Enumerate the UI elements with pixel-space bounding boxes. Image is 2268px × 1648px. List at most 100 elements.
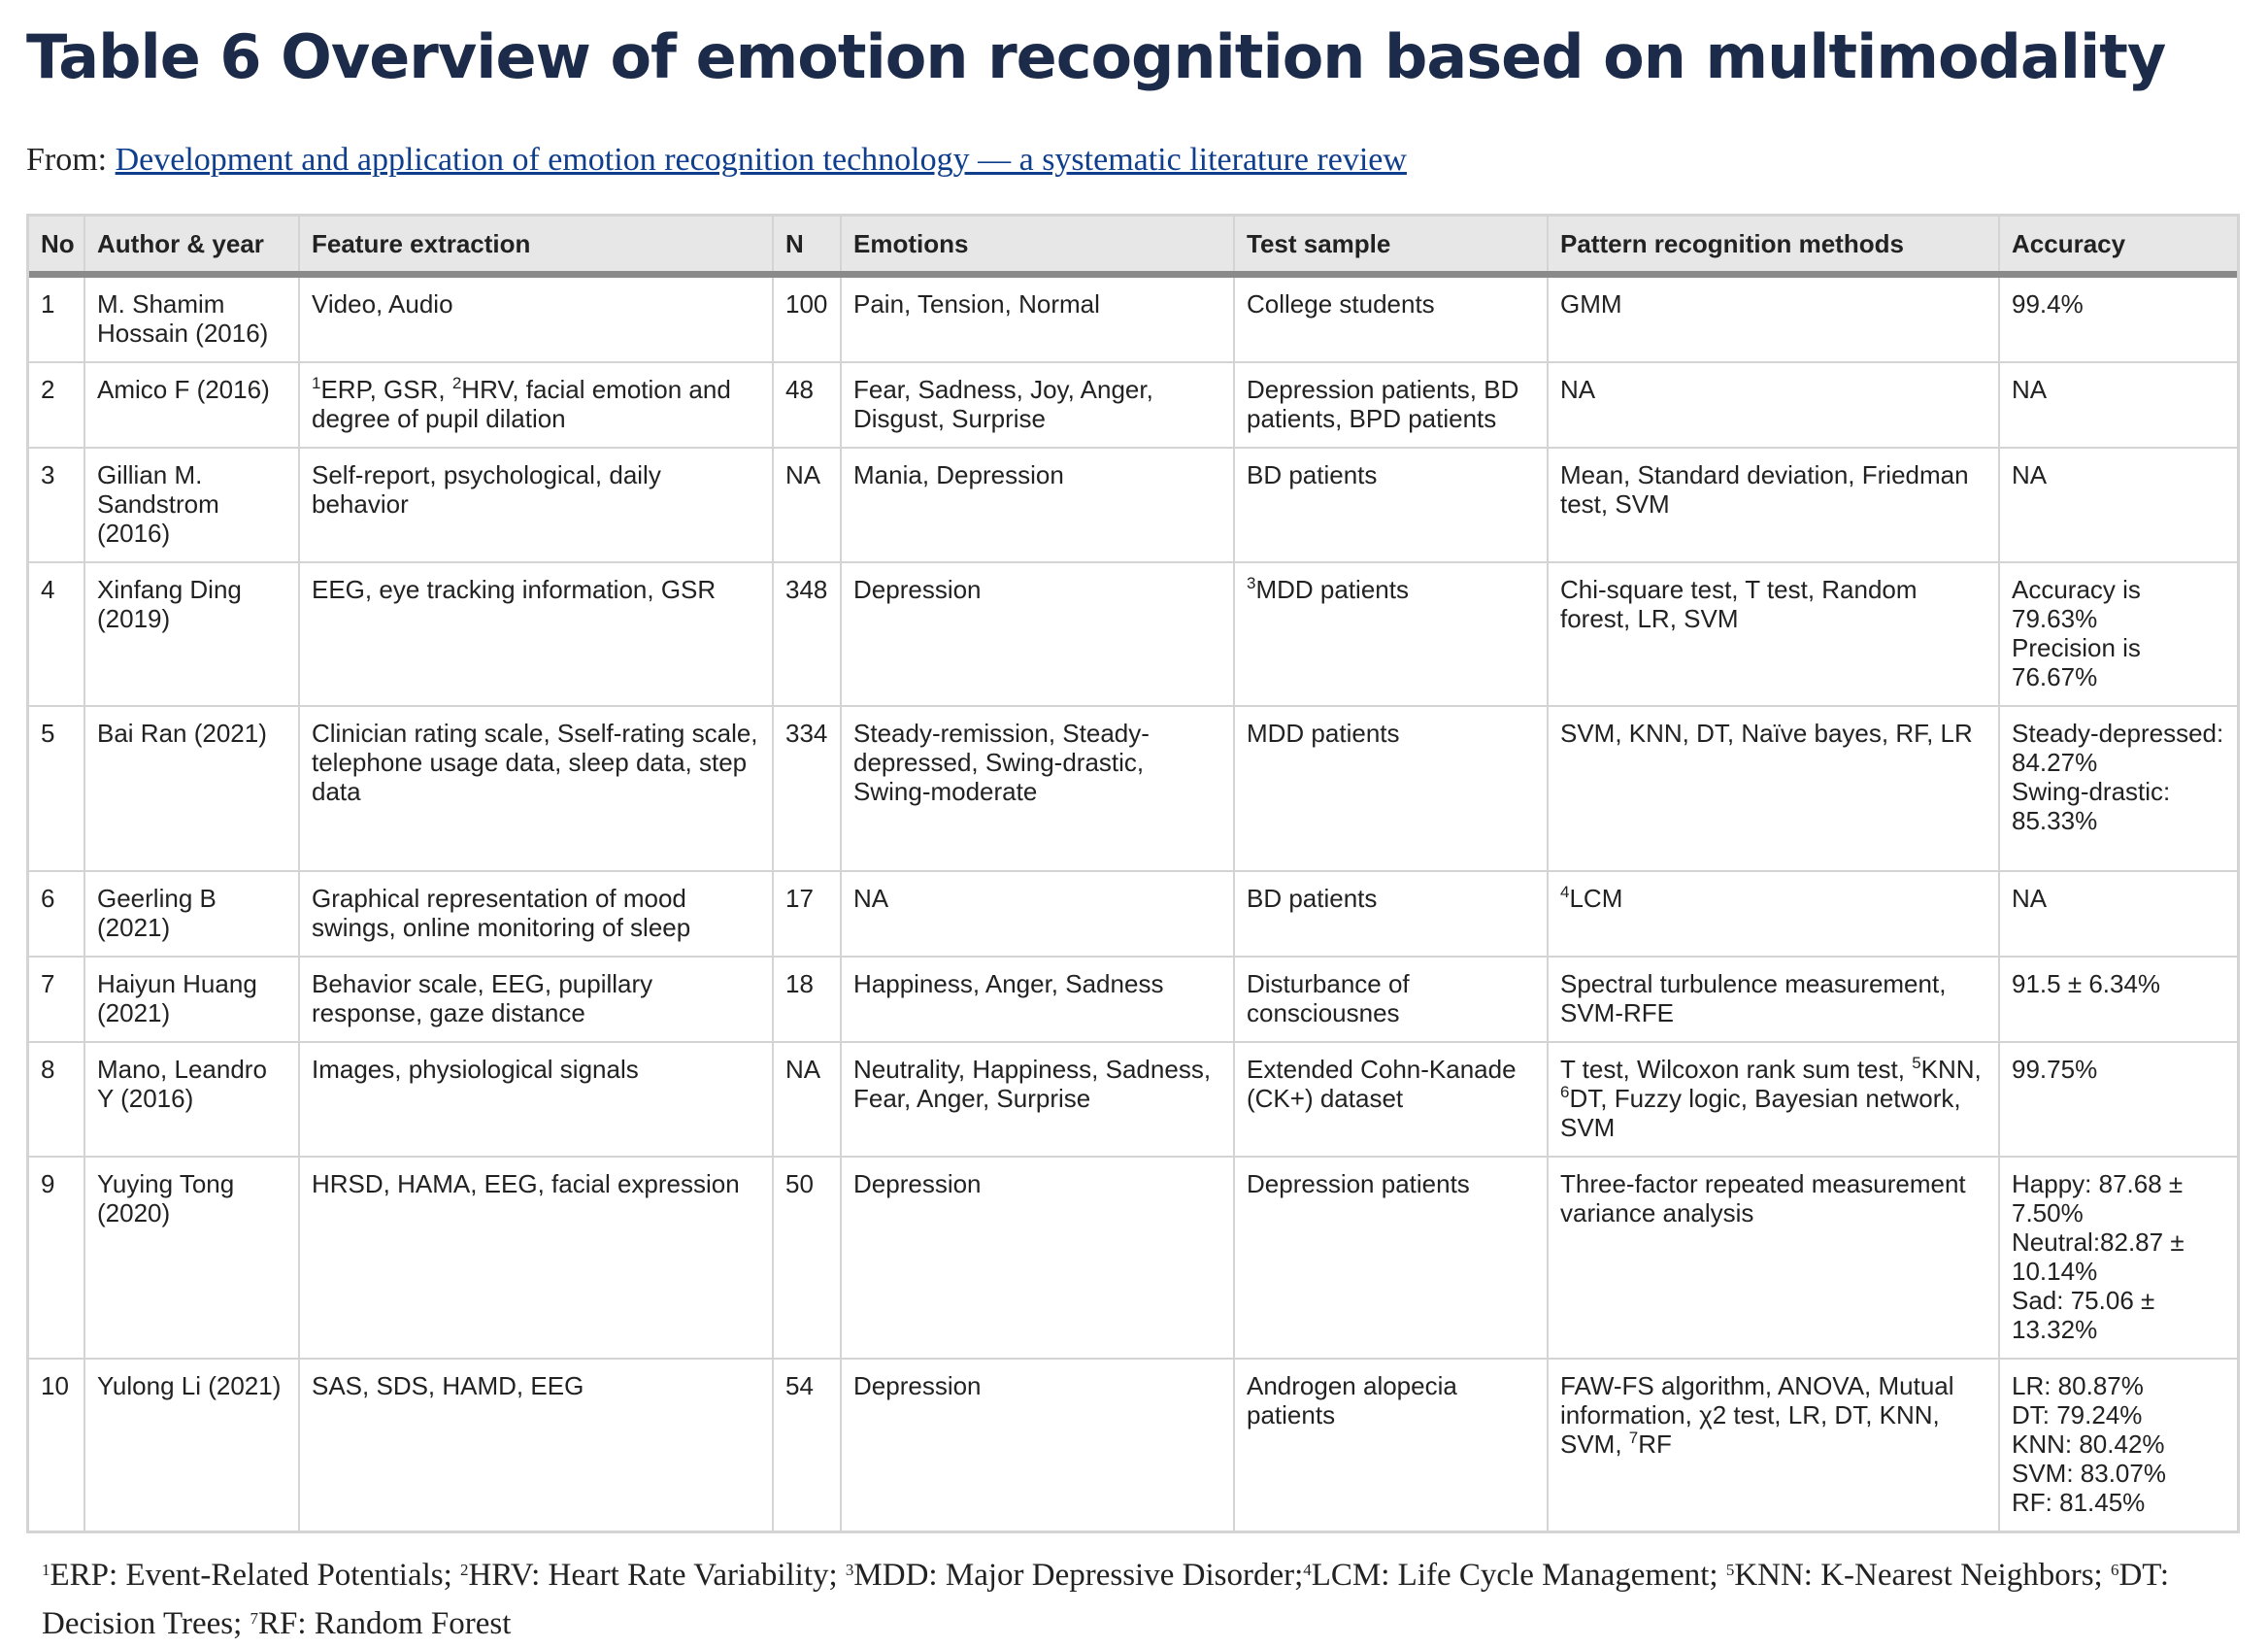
cell-n: 50 [773,1157,842,1360]
cell-test-sample: BD patients [1234,871,1549,958]
cell-emotions: Fear, Sadness, Joy, Anger, Disgust, Surp… [841,362,1235,449]
footnote-marker: 3 [1247,574,1256,592]
cell-n: NA [773,448,842,563]
cell-no: 3 [29,448,85,563]
cell-author: Mano, Leandro Y (2016) [84,1042,300,1158]
emotion-recognition-table: No Author & year Feature extraction N Em… [29,217,2237,1530]
cell-feature: Images, physiological signals [299,1042,774,1158]
source-article-link[interactable]: Development and application of emotion r… [115,142,1407,178]
footnote-marker: 7 [250,1609,259,1628]
cell-no: 9 [29,1157,85,1360]
cell-n: 17 [773,871,842,958]
cell-test-sample: 3MDD patients [1234,562,1549,707]
cell-test-sample: Extended Cohn-Kanade (CK+) dataset [1234,1042,1549,1158]
cell-no: 6 [29,871,85,958]
cell-n: NA [773,1042,842,1158]
article-page: Table 6 Overview of emotion recognition … [26,17,2240,1648]
cell-n: 18 [773,957,842,1043]
cell-author: Haiyun Huang (2021) [84,957,300,1043]
cell-feature: Self-report, psychological, daily behavi… [299,448,774,563]
col-header-test-sample: Test sample [1234,217,1549,278]
accuracy-line: 99.75% [2012,1055,2098,1084]
footnote-text: HRV: Heart Rate Variability; [468,1558,846,1593]
accuracy-line: Swing-drastic: 85.33% [2012,777,2171,835]
cell-author: Yuying Tong (2020) [84,1157,300,1360]
table-row: 10 Yulong Li (2021) SAS, SDS, HAMD, EEG … [29,1359,2237,1530]
cell-methods: 4LCM [1548,871,2000,958]
footnote-marker: 2 [460,1561,469,1579]
cell-n: 48 [773,362,842,449]
cell-test-sample: College students [1234,274,1549,363]
cell-methods: FAW-FS algorithm, ANOVA, Mutual informat… [1548,1359,2000,1530]
cell-n: 334 [773,706,842,872]
cell-test-sample: BD patients [1234,448,1549,563]
cell-text: HRV, facial emotion and degree of pupil … [312,375,731,433]
accuracy-line: 99.4% [2012,289,2084,319]
accuracy-line: Precision is 76.67% [2012,633,2141,691]
cell-methods: Chi-square test, T test, Random forest, … [1548,562,2000,707]
cell-author: Xinfang Ding (2019) [84,562,300,707]
cell-emotions: Happiness, Anger, Sadness [841,957,1235,1043]
cell-text: MDD patients [1255,575,1409,604]
table-footnotes: 1ERP: Event-Related Potentials; 2HRV: He… [26,1551,2240,1648]
accuracy-line: KNN: 80.42% [2012,1429,2165,1459]
accuracy-line: Steady-depressed: 84.27% [2012,719,2224,777]
cell-text: ERP, GSR, [320,375,452,404]
cell-test-sample: Depression patients, BD patients, BPD pa… [1234,362,1549,449]
cell-author: Amico F (2016) [84,362,300,449]
cell-n: 348 [773,562,842,707]
cell-feature: SAS, SDS, HAMD, EEG [299,1359,774,1530]
footnote-marker: 4 [1560,883,1570,901]
col-header-accuracy: Accuracy [1999,217,2237,278]
footnote-text: LCM: Life Cycle Management; [1311,1558,1726,1593]
cell-methods: SVM, KNN, DT, Naïve bayes, RF, LR [1548,706,2000,872]
cell-emotions: Depression [841,1359,1235,1530]
cell-emotions: Neutrality, Happiness, Sadness, Fear, An… [841,1042,1235,1158]
cell-author: Geerling B (2021) [84,871,300,958]
cell-author: Yulong Li (2021) [84,1359,300,1530]
cell-no: 7 [29,957,85,1043]
footnote-text: ERP: Event-Related Potentials; [50,1558,461,1593]
cell-accuracy: 91.5 ± 6.34% [1999,957,2237,1043]
cell-feature: HRSD, HAMA, EEG, facial expression [299,1157,774,1360]
cell-accuracy: LR: 80.87% DT: 79.24% KNN: 80.42% SVM: 8… [1999,1359,2237,1530]
table-container: No Author & year Feature extraction N Em… [26,214,2240,1533]
cell-methods: Mean, Standard deviation, Friedman test,… [1548,448,2000,563]
cell-n: 54 [773,1359,842,1530]
table-title: Table 6 Overview of emotion recognition … [26,21,2166,92]
cell-n: 100 [773,274,842,363]
cell-accuracy: NA [1999,871,2237,958]
footnote-text: MDD: Major Depressive Disorder; [853,1558,1304,1593]
accuracy-line: RF: 81.45% [2012,1488,2146,1517]
cell-text: LCM [1569,884,1623,913]
accuracy-line: Accuracy is 79.63% [2012,575,2141,633]
col-header-n: N [773,217,842,278]
cell-text: T test, Wilcoxon rank sum test, [1560,1055,1913,1084]
cell-feature: Clinician rating scale, Sself-rating sca… [299,706,774,872]
table-row: 4 Xinfang Ding (2019) EEG, eye tracking … [29,562,2237,707]
accuracy-line: Neutral:82.87 ± 10.14% [2012,1228,2185,1286]
cell-text: DT, Fuzzy logic, Bayesian network, SVM [1560,1084,1961,1142]
footnote-marker: 1 [312,374,321,392]
accuracy-line: NA [2012,375,2048,404]
cell-no: 10 [29,1359,85,1530]
cell-emotions: Depression [841,562,1235,707]
cell-accuracy: NA [1999,362,2237,449]
footnote-marker: 1 [42,1561,50,1579]
accuracy-line: SVM: 83.07% [2012,1459,2166,1488]
cell-no: 1 [29,274,85,363]
cell-methods: NA [1548,362,2000,449]
cell-test-sample: Androgen alopecia patients [1234,1359,1549,1530]
cell-methods: Three-factor repeated measurement varian… [1548,1157,2000,1360]
cell-feature: Behavior scale, EEG, pupillary response,… [299,957,774,1043]
cell-emotions: Steady-remission, Steady-depressed, Swin… [841,706,1235,872]
cell-author: M. Shamim Hossain (2016) [84,274,300,363]
cell-emotions: Depression [841,1157,1235,1360]
accuracy-line: Happy: 87.68 ± 7.50% [2012,1169,2184,1228]
accuracy-line: 91.5 ± 6.34% [2012,969,2161,998]
cell-test-sample: Depression patients [1234,1157,1549,1360]
cell-accuracy: NA [1999,448,2237,563]
col-header-methods: Pattern recognition methods [1548,217,2000,278]
cell-no: 4 [29,562,85,707]
col-header-emotions: Emotions [841,217,1235,278]
